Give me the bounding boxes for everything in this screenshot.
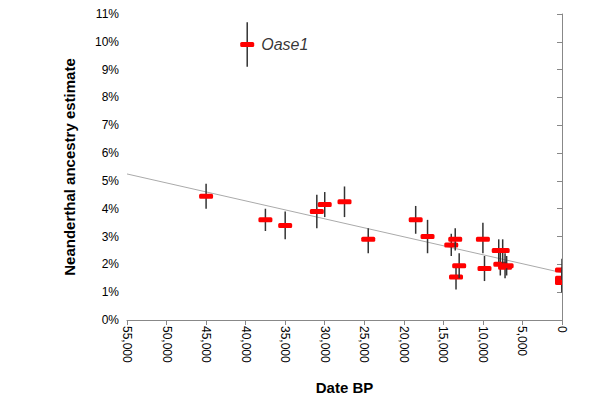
svg-text:40,000: 40,000 (239, 326, 253, 363)
svg-text:4%: 4% (102, 202, 120, 216)
svg-text:10,000: 10,000 (476, 326, 490, 363)
svg-text:0%: 0% (102, 313, 120, 327)
svg-text:55,000: 55,000 (120, 326, 134, 363)
svg-text:5,000: 5,000 (515, 326, 529, 356)
svg-text:Oase1: Oase1 (261, 36, 308, 53)
svg-text:7%: 7% (102, 118, 120, 132)
svg-text:20,000: 20,000 (397, 326, 411, 363)
svg-text:Date BP: Date BP (316, 379, 374, 396)
svg-text:5%: 5% (102, 174, 120, 188)
svg-text:2%: 2% (102, 257, 120, 271)
svg-text:1%: 1% (102, 285, 120, 299)
svg-text:30,000: 30,000 (318, 326, 332, 363)
svg-text:9%: 9% (102, 63, 120, 77)
svg-text:8%: 8% (102, 90, 120, 104)
svg-text:35,000: 35,000 (278, 326, 292, 363)
svg-text:Neanderthal ancestry estimate: Neanderthal ancestry estimate (61, 58, 78, 276)
svg-text:15,000: 15,000 (436, 326, 450, 363)
svg-text:0: 0 (555, 326, 569, 333)
svg-text:11%: 11% (96, 7, 119, 21)
svg-text:25,000: 25,000 (357, 326, 371, 363)
svg-text:3%: 3% (102, 230, 120, 244)
svg-text:45,000: 45,000 (199, 326, 213, 363)
svg-text:10%: 10% (95, 35, 119, 49)
svg-text:6%: 6% (102, 146, 120, 160)
svg-text:50,000: 50,000 (160, 326, 174, 363)
